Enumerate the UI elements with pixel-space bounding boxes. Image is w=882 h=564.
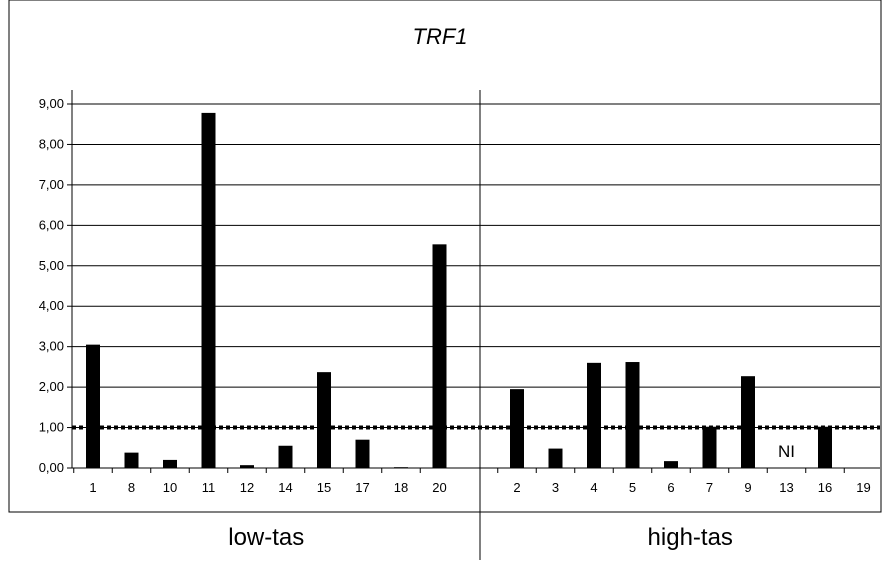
x-tick-label: 10 (163, 480, 177, 495)
bar (587, 362, 601, 468)
x-tick-label: 19 (856, 480, 870, 495)
y-tick-label: 5,00 (39, 258, 64, 273)
x-tick-label: 15 (317, 480, 331, 495)
bar (124, 452, 139, 468)
bar (625, 362, 640, 468)
bar (432, 244, 447, 468)
x-tick-label: 9 (744, 480, 751, 495)
y-tick-label: 8,00 (39, 136, 64, 151)
annotation-label: NI (778, 442, 795, 461)
x-tick-label: 4 (590, 480, 597, 495)
y-tick-label: 9,00 (39, 96, 64, 111)
bar (278, 445, 293, 468)
bar (818, 426, 832, 468)
bar (317, 372, 331, 468)
chart-title: TRF1 (413, 24, 468, 49)
bar (548, 448, 563, 468)
bar (201, 112, 216, 469)
y-tick-label: 0,00 (39, 460, 64, 475)
x-tick-label: 6 (667, 480, 674, 495)
bar (163, 459, 177, 468)
bar (86, 344, 100, 468)
x-tick-label: 5 (629, 480, 636, 495)
y-tick-label: 1,00 (39, 420, 64, 435)
y-tick-label: 6,00 (39, 217, 64, 232)
x-tick-label: 12 (240, 480, 254, 495)
group-label: high-tas (648, 524, 733, 551)
y-tick-label: 7,00 (39, 177, 64, 192)
x-tick-label: 8 (128, 480, 135, 495)
x-tick-label: 17 (355, 480, 369, 495)
bars (86, 112, 832, 469)
annotations: NI (778, 442, 795, 461)
bar (240, 465, 254, 468)
x-tick-label: 20 (432, 480, 446, 495)
x-tick-label: 18 (394, 480, 408, 495)
x-tick-label: 1 (89, 480, 96, 495)
y-tick-label: 3,00 (39, 339, 64, 354)
x-tick-label: 16 (818, 480, 832, 495)
y-tick-label: 2,00 (39, 379, 64, 394)
bar (355, 439, 370, 468)
bar (702, 426, 717, 468)
bar (394, 467, 408, 469)
x-tick-label: 2 (513, 480, 520, 495)
bar (741, 376, 755, 468)
x-tick-label: 13 (779, 480, 793, 495)
x-axis-ticks: 1 8 10 11 12 14 15 17 18 20 2 3 4 5 6 7 9 13 16 19 (73, 468, 871, 495)
y-axis-ticks: 0,00 1,00 2,00 3,00 4,00 5,00 6,00 7,00 8,00 9,00 (39, 96, 72, 475)
group-labels: low-tas high-tas (228, 524, 733, 551)
x-tick-label: 11 (202, 480, 216, 495)
x-tick-label: 14 (278, 480, 292, 495)
x-tick-label: 3 (552, 480, 559, 495)
bar (664, 461, 678, 468)
group-label: low-tas (228, 524, 304, 551)
y-tick-label: 4,00 (39, 298, 64, 313)
x-tick-label: 7 (706, 480, 713, 495)
